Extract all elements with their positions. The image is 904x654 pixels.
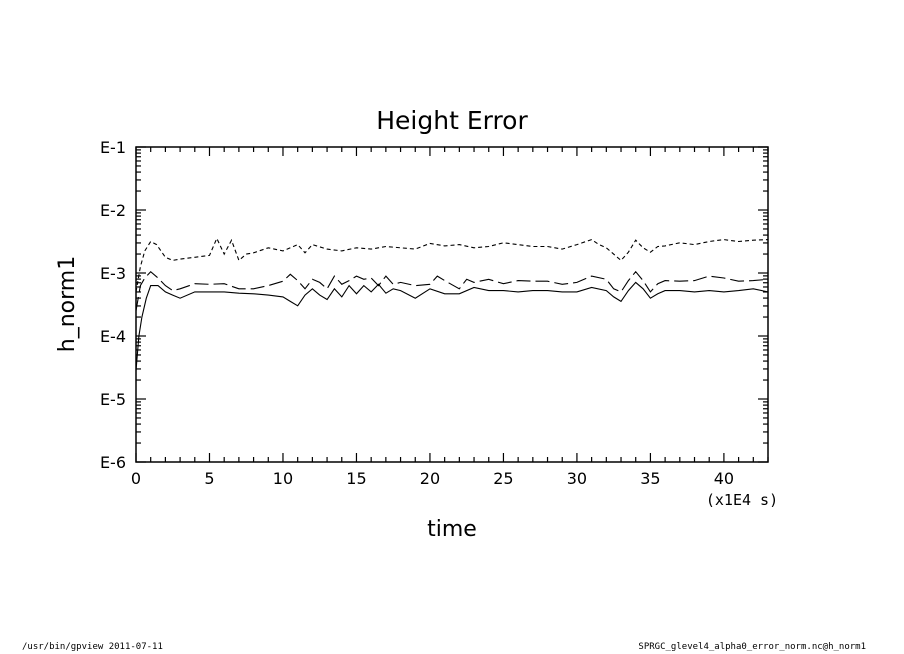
y-tick-label: E-4 [100, 327, 126, 346]
x-axis-label: time [427, 517, 477, 542]
series-layer [135, 237, 769, 371]
y-tick-label: E-5 [100, 390, 126, 409]
x-tick-label: 20 [420, 469, 440, 488]
x-unit-label: (x1E4 s) [706, 491, 778, 509]
y-tick-label: E-6 [100, 453, 126, 472]
x-tick-label: 10 [273, 469, 293, 488]
plot-frame [135, 146, 769, 463]
x-tick-label: 25 [493, 469, 513, 488]
chart-title: Height Error [376, 106, 528, 135]
x-tick-label: 0 [131, 469, 141, 488]
y-tick-label: E-2 [100, 201, 126, 220]
footer-left-text: /usr/bin/gpview 2011-07-11 [22, 642, 163, 652]
footer-right-text: SPRGC_glevel4_alpha0_error_norm.nc@h_nor… [638, 642, 866, 652]
y-tick-label: E-3 [100, 264, 126, 283]
series-line-3 [135, 281, 769, 371]
series-line-2 [135, 270, 769, 311]
series-line-1 [135, 237, 769, 292]
y-axis-label: h_norm1 [55, 256, 80, 352]
x-tick-label: 5 [204, 469, 214, 488]
x-tick-label: 15 [346, 469, 366, 488]
x-tick-label: 40 [714, 469, 734, 488]
x-tick-label: 35 [640, 469, 660, 488]
y-tick-label: E-1 [100, 138, 126, 157]
x-tick-label: 30 [567, 469, 587, 488]
axis-layer: 0 5 10 15 20 25 30 35 40 E-1 E-2 E-3 E-4 E-5 E-6 [100, 138, 769, 488]
